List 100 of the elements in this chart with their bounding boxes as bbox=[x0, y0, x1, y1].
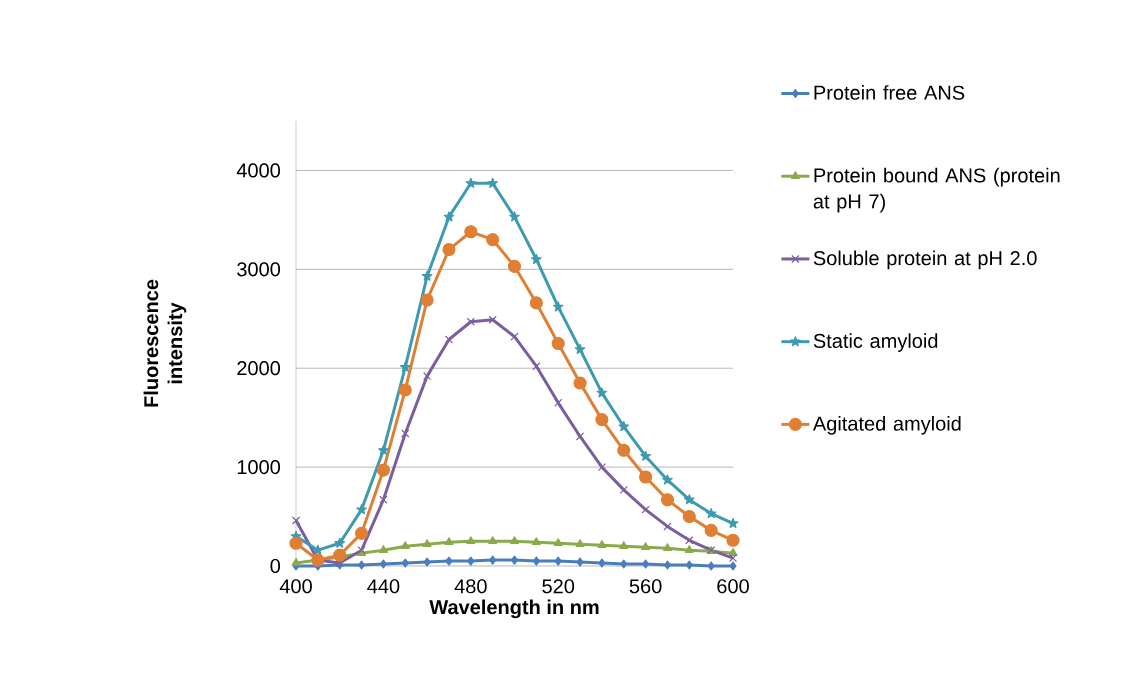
point bbox=[531, 253, 542, 265]
point bbox=[400, 541, 410, 550]
point bbox=[620, 559, 628, 569]
point bbox=[575, 432, 585, 441]
point bbox=[291, 516, 301, 525]
point bbox=[619, 541, 629, 550]
x-tick-label: 600 bbox=[717, 579, 749, 594]
x-tick-label: 480 bbox=[454, 579, 487, 594]
point bbox=[598, 558, 606, 568]
point bbox=[574, 343, 586, 355]
point bbox=[466, 536, 476, 545]
point bbox=[379, 495, 388, 504]
point bbox=[488, 315, 497, 324]
point bbox=[487, 177, 498, 188]
legend-label: Agitated amyloid bbox=[812, 416, 961, 435]
point bbox=[378, 545, 388, 554]
point bbox=[398, 383, 412, 397]
point bbox=[554, 398, 563, 407]
point bbox=[685, 536, 694, 545]
point bbox=[639, 470, 653, 484]
point bbox=[551, 336, 565, 351]
point bbox=[509, 211, 520, 222]
point bbox=[704, 523, 718, 537]
y-tick-label: 2000 bbox=[237, 361, 281, 376]
point bbox=[291, 557, 301, 566]
point bbox=[642, 559, 650, 569]
point bbox=[529, 296, 543, 310]
point bbox=[727, 517, 739, 529]
point bbox=[663, 560, 672, 570]
point bbox=[682, 509, 696, 524]
point bbox=[617, 443, 631, 457]
point bbox=[443, 211, 455, 222]
point bbox=[422, 372, 432, 381]
point bbox=[728, 553, 738, 563]
y-tick-label: 4000 bbox=[236, 163, 281, 178]
x-tick-label: 560 bbox=[629, 579, 662, 594]
x-tick-label: 520 bbox=[542, 579, 575, 594]
legend-label: Protein bound ANS (protein at pH 7) bbox=[813, 167, 1060, 213]
point bbox=[729, 561, 737, 571]
point bbox=[596, 387, 608, 398]
point bbox=[289, 536, 303, 550]
point bbox=[662, 474, 673, 485]
y-tick-label: 3000 bbox=[237, 262, 281, 277]
point bbox=[401, 558, 409, 568]
point bbox=[465, 177, 477, 188]
legend-label: Soluble protein at pH 2.0 bbox=[813, 250, 1037, 270]
point bbox=[660, 493, 675, 507]
point bbox=[576, 557, 584, 567]
point bbox=[554, 556, 562, 566]
point bbox=[399, 361, 411, 372]
point bbox=[618, 420, 630, 432]
point bbox=[445, 556, 453, 566]
point bbox=[532, 556, 540, 566]
point bbox=[705, 507, 717, 519]
point bbox=[464, 225, 478, 239]
y-tick-label: 0 bbox=[270, 558, 281, 574]
point bbox=[707, 561, 715, 571]
point bbox=[488, 536, 498, 545]
y-axis-title: Fluorescence intensity bbox=[143, 279, 187, 407]
point bbox=[683, 494, 695, 505]
point bbox=[357, 560, 366, 570]
point bbox=[486, 233, 500, 247]
point bbox=[401, 429, 410, 438]
point bbox=[420, 293, 434, 307]
point bbox=[507, 259, 522, 273]
point bbox=[575, 539, 585, 548]
point bbox=[510, 536, 519, 545]
point bbox=[553, 538, 563, 547]
point bbox=[685, 560, 693, 570]
point bbox=[421, 270, 433, 281]
legend-label: Protein free ANS bbox=[814, 85, 965, 100]
point bbox=[489, 555, 497, 565]
legend-label: Static amyloid bbox=[813, 333, 938, 352]
point bbox=[573, 376, 587, 390]
point bbox=[641, 542, 651, 551]
point bbox=[442, 242, 456, 257]
point bbox=[595, 413, 609, 427]
point bbox=[552, 301, 564, 312]
point bbox=[510, 555, 519, 565]
point bbox=[531, 537, 541, 546]
point bbox=[376, 463, 390, 477]
point bbox=[728, 548, 738, 556]
point bbox=[334, 537, 346, 548]
y-tick-label: 1000 bbox=[237, 460, 281, 475]
point bbox=[467, 556, 475, 566]
point bbox=[640, 450, 651, 461]
point bbox=[356, 504, 367, 515]
point bbox=[532, 362, 541, 371]
x-tick-label: 400 bbox=[279, 579, 312, 594]
point bbox=[354, 526, 369, 540]
point bbox=[444, 537, 454, 546]
point bbox=[726, 533, 740, 547]
point bbox=[333, 548, 347, 562]
point bbox=[378, 444, 389, 455]
x-axis-title: Wavelength in nm bbox=[429, 599, 599, 619]
point bbox=[423, 557, 431, 567]
point bbox=[466, 317, 475, 326]
point bbox=[597, 540, 607, 549]
point bbox=[662, 543, 672, 552]
point bbox=[422, 539, 432, 548]
